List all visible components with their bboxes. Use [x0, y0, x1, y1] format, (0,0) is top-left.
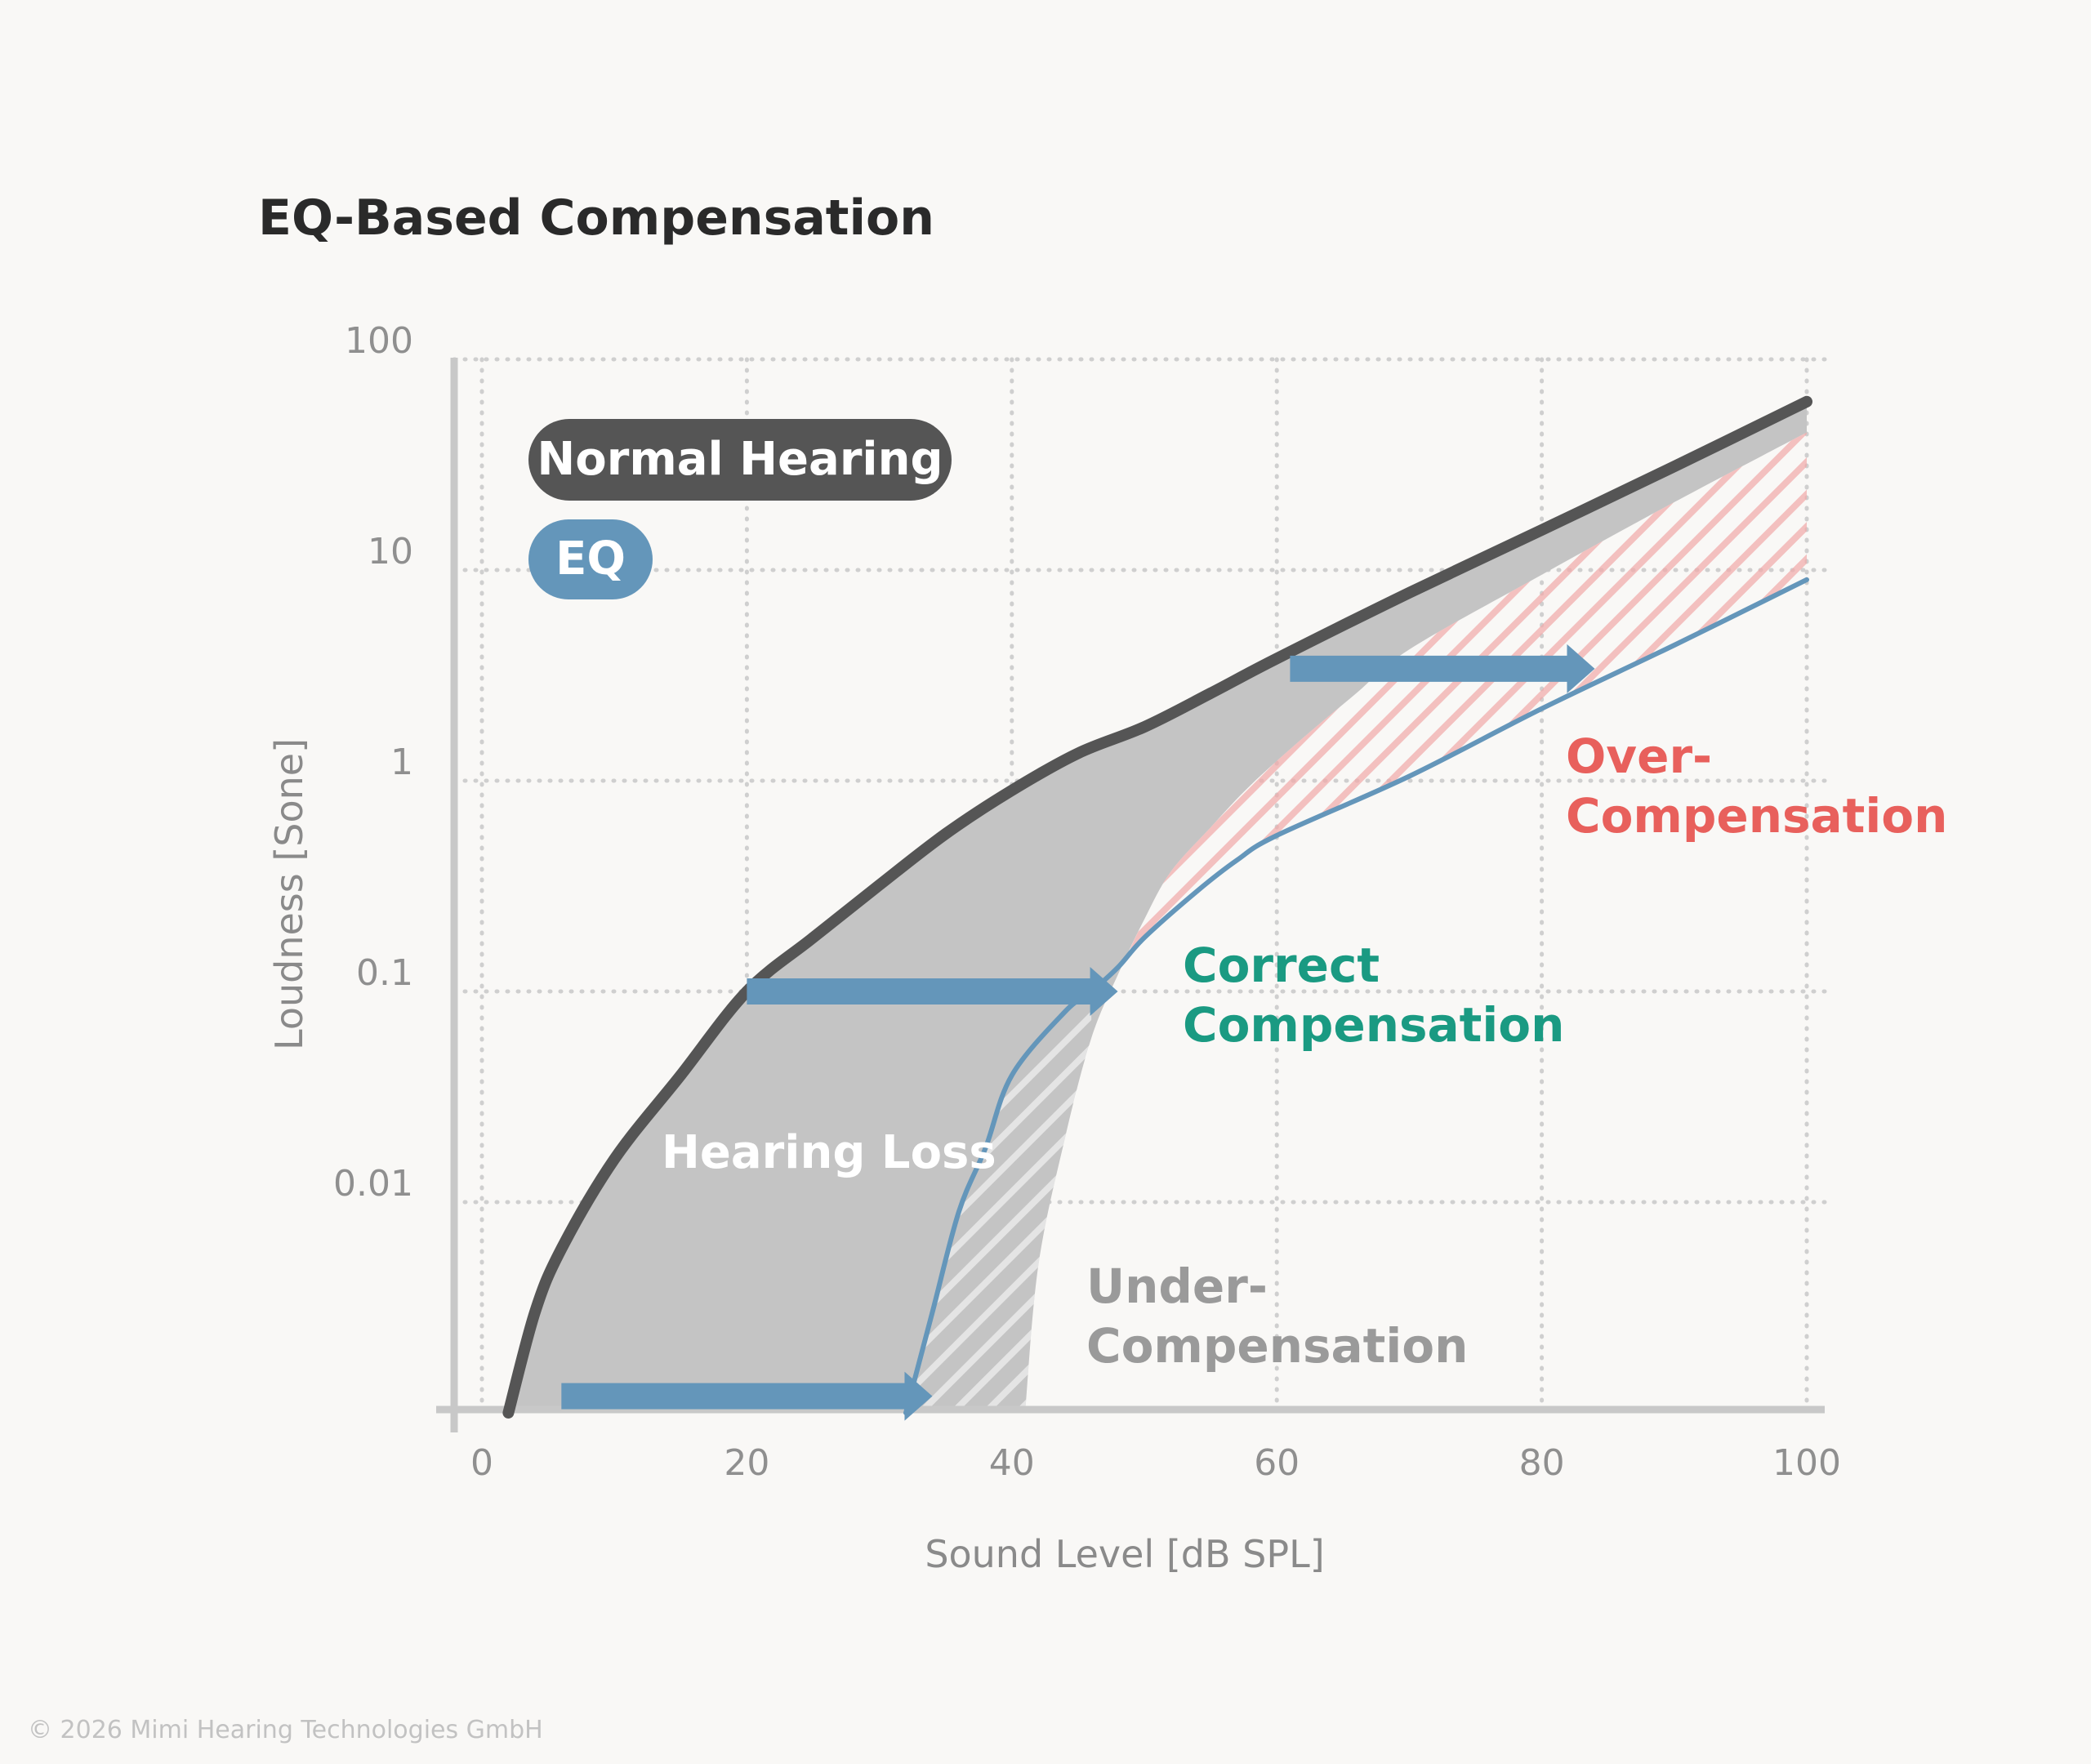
legend-eq-pill: [528, 519, 653, 599]
tick-labels: 0 20 40 60 80 100 100 10 1 0.1 0.01: [333, 320, 1841, 1484]
under-compensation-label-line1: Under-: [1086, 1258, 1268, 1314]
series: [502, 395, 1812, 1419]
x-tick-label-1: 20: [724, 1442, 769, 1484]
annotations: Hearing Loss Correct Compensation Over- …: [662, 728, 1947, 1374]
legend-eq-label: EQ: [555, 532, 626, 586]
x-tick-label-2: 40: [989, 1442, 1035, 1484]
correct-compensation-label-line1: Correct: [1183, 938, 1380, 993]
y-tick-label-0: 100: [345, 320, 413, 362]
x-axis-label: Sound Level [dB SPL]: [925, 1532, 1324, 1576]
x-tick-label-0: 0: [470, 1442, 493, 1484]
hearing-loss-region: [508, 401, 1807, 1413]
y-tick-label-4: 0.01: [333, 1163, 413, 1205]
shift-arrow-0: [561, 1371, 933, 1421]
series-normal-hearing-line: [502, 395, 1812, 1419]
y-axis-label: Loudness [Sone]: [267, 738, 311, 1050]
copyright-notice: © 2026 Mimi Hearing Technologies GmbH: [28, 1716, 543, 1744]
shift-arrow-head-0: [904, 1371, 933, 1421]
regions: [508, 401, 1807, 1413]
shift-arrow-head-2: [1567, 644, 1595, 693]
hearing-loss-label: Hearing Loss: [662, 1126, 996, 1179]
correct-compensation-label-line2: Compensation: [1183, 997, 1564, 1053]
over-compensation-label-line2: Compensation: [1566, 788, 1947, 844]
legend-normal-hearing-label: Normal Hearing: [537, 433, 943, 486]
under-compensation-region: [906, 991, 1092, 1413]
legend: Normal Hearing EQ: [528, 419, 952, 599]
y-tick-label-1: 10: [368, 531, 413, 572]
chart-title: EQ-Based Compensation: [258, 189, 934, 247]
over-compensation-label-line1: Over-: [1566, 728, 1712, 784]
x-tick-label-5: 100: [1772, 1442, 1841, 1484]
shift-arrow-2: [1290, 644, 1595, 693]
y-tick-label-2: 1: [390, 742, 413, 783]
y-tick-label-3: 0.1: [356, 952, 413, 994]
arrows: [561, 644, 1595, 1421]
under-compensation-label-line2: Compensation: [1086, 1318, 1468, 1374]
shift-arrow-shaft-0: [561, 1383, 908, 1410]
series-eq-line: [903, 577, 1809, 1415]
axes: [436, 358, 1825, 1432]
shift-arrow-1: [747, 967, 1118, 1016]
x-tick-label-4: 80: [1519, 1442, 1565, 1484]
shift-arrow-shaft-2: [1290, 655, 1571, 682]
x-tick-label-3: 60: [1254, 1442, 1300, 1484]
shift-arrow-head-1: [1090, 967, 1118, 1016]
over-compensation-region: [1117, 432, 1807, 975]
legend-normal-hearing-pill: [528, 419, 952, 501]
shift-arrow-shaft-1: [747, 978, 1094, 1004]
